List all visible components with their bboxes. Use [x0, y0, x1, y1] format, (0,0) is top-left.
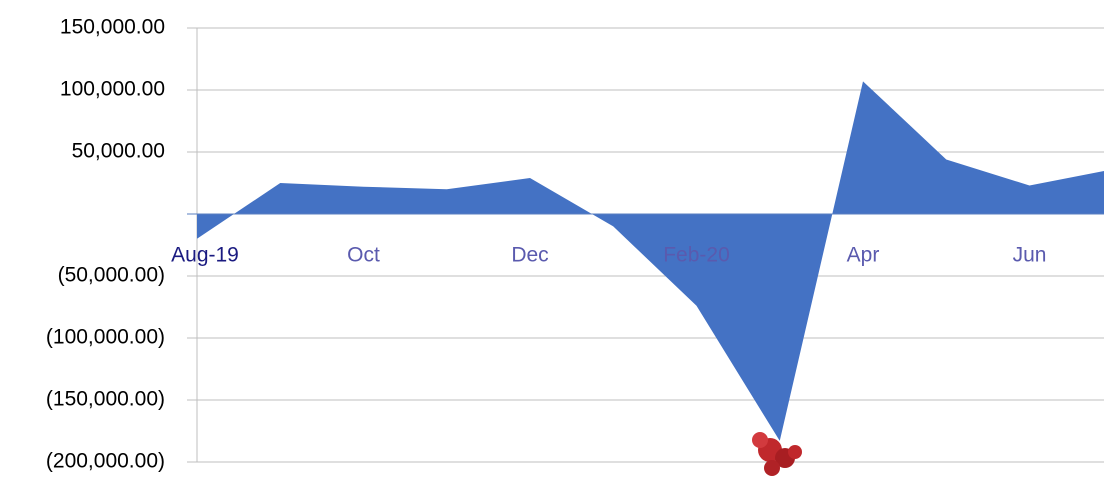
x-tick-label: Dec — [511, 244, 548, 267]
y-tick-label: (200,000.00) — [46, 450, 165, 473]
chart: (200,000.00) (150,000.00) (100,000.00) (50,… — [0, 0, 1104, 483]
blob — [764, 460, 780, 476]
x-tick-label: Feb-20 — [663, 244, 730, 267]
y-tick-label: (100,000.00) — [46, 326, 165, 349]
x-tick-label: Jun — [1013, 244, 1047, 267]
x-tick-label: Aug-19 — [171, 244, 239, 267]
x-tick-label: Oct — [347, 244, 380, 267]
y-tick-label: 50,000.00 — [72, 140, 165, 163]
y-tick-label: (50,000.00) — [58, 264, 165, 287]
page: (200,000.00) (150,000.00) (100,000.00) (50,… — [0, 0, 1104, 483]
area — [197, 81, 1104, 441]
y-tick-label: 100,000.00 — [60, 78, 165, 101]
x-tick-label: Apr — [847, 244, 880, 267]
blob — [752, 432, 768, 448]
decoration — [752, 432, 802, 476]
y-tick-label: (150,000.00) — [46, 388, 165, 411]
y-tick-label: 150,000.00 — [60, 16, 165, 39]
blob — [788, 445, 802, 459]
